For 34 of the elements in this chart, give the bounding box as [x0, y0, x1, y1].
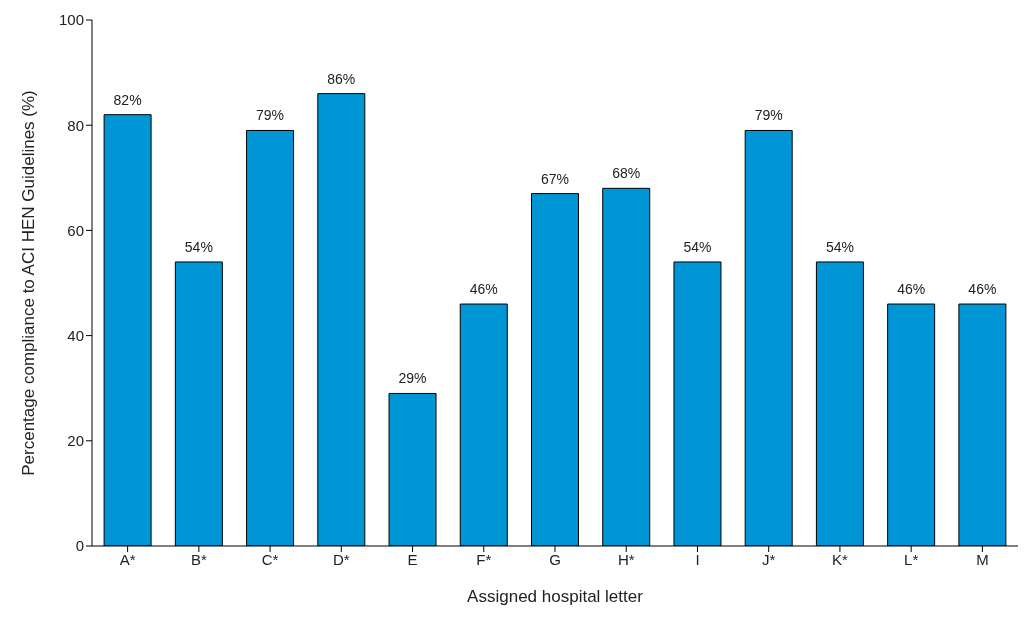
x-tick-label: C*: [261, 550, 279, 568]
y-tick-label: 20: [67, 432, 84, 450]
data-label: 68%: [612, 165, 641, 182]
data-label: 29%: [398, 370, 427, 387]
data-label: 54%: [683, 238, 712, 255]
x-tick-label: H*: [617, 550, 635, 568]
y-tick-label: 100: [58, 11, 84, 29]
x-tick-label: E: [407, 550, 418, 568]
data-label: 86%: [327, 70, 356, 87]
x-axis-title: Assigned hospital letter: [467, 587, 644, 606]
data-label: 79%: [256, 107, 285, 124]
x-tick-label: M: [976, 550, 989, 568]
y-tick-label: 0: [75, 537, 84, 555]
data-label: 46%: [968, 281, 997, 298]
data-label: 79%: [754, 107, 783, 124]
x-tick-label: D*: [332, 550, 350, 568]
x-tick-label: K*: [832, 550, 849, 568]
y-tick-label: 40: [67, 326, 84, 344]
x-tick-label: G: [549, 550, 561, 568]
data-label: 54%: [184, 238, 213, 255]
data-label: 67%: [540, 170, 570, 187]
y-axis-title: Percentage compliance to ACI HEN Guidelines (%): [19, 90, 39, 476]
data-label: 54%: [825, 238, 854, 255]
data-label: 46%: [897, 281, 926, 298]
x-tick-label: A*: [119, 550, 136, 568]
x-tick-label: J*: [762, 550, 776, 568]
y-tick-label: 60: [67, 221, 84, 239]
x-tick-label: I: [695, 550, 700, 568]
x-tick-label: F*: [476, 550, 492, 568]
y-tick-label: 80: [67, 116, 84, 134]
x-tick-label: L*: [904, 550, 919, 568]
x-tick-label: B*: [190, 550, 207, 568]
data-label: 82%: [113, 91, 142, 108]
data-label: 46%: [469, 281, 498, 298]
